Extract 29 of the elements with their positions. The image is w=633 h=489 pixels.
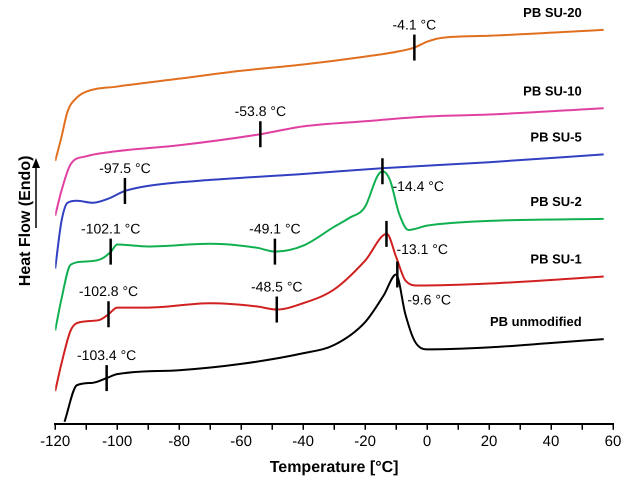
annotation: -97.5 °C bbox=[99, 160, 151, 176]
y-axis-title: Heat Flow (Endo) bbox=[17, 156, 34, 286]
annotation: -14.4 °C bbox=[392, 178, 444, 194]
series-label: PB SU-2 bbox=[530, 194, 582, 210]
x-tick-label: -40 bbox=[292, 432, 314, 450]
series-label: PB SU-5 bbox=[530, 129, 582, 144]
x-tick-label: 60 bbox=[604, 432, 622, 450]
annotation: -9.6 °C bbox=[407, 291, 452, 308]
annotation: -103.4 °C bbox=[76, 346, 136, 363]
annotation: -53.8 °C bbox=[234, 103, 286, 120]
x-tick-label: 0 bbox=[422, 432, 432, 450]
annotation: -48.5 °C bbox=[251, 278, 303, 294]
annotation: -102.8 °C bbox=[78, 283, 138, 300]
annotation: -102.1 °C bbox=[81, 220, 140, 236]
series-label: PB SU-10 bbox=[523, 83, 582, 98]
annotation: -13.1 °C bbox=[396, 240, 448, 257]
series-label: PB SU-20 bbox=[523, 4, 582, 20]
x-tick-label: -80 bbox=[168, 432, 190, 450]
x-tick-label: -20 bbox=[354, 432, 376, 450]
series-label: PB SU-1 bbox=[530, 252, 582, 267]
annotation: -49.1 °C bbox=[249, 220, 301, 236]
x-tick-label: -100 bbox=[102, 432, 132, 450]
x-tick-label: 40 bbox=[542, 432, 560, 450]
x-tick-label: 20 bbox=[480, 432, 498, 450]
x-tick-label: -60 bbox=[230, 432, 252, 450]
x-axis-title: Temperature [°C] bbox=[270, 458, 398, 476]
x-tick-label: -120 bbox=[40, 432, 70, 450]
series-label: PB unmodified bbox=[490, 314, 582, 330]
annotation: -4.1 °C bbox=[392, 16, 436, 32]
